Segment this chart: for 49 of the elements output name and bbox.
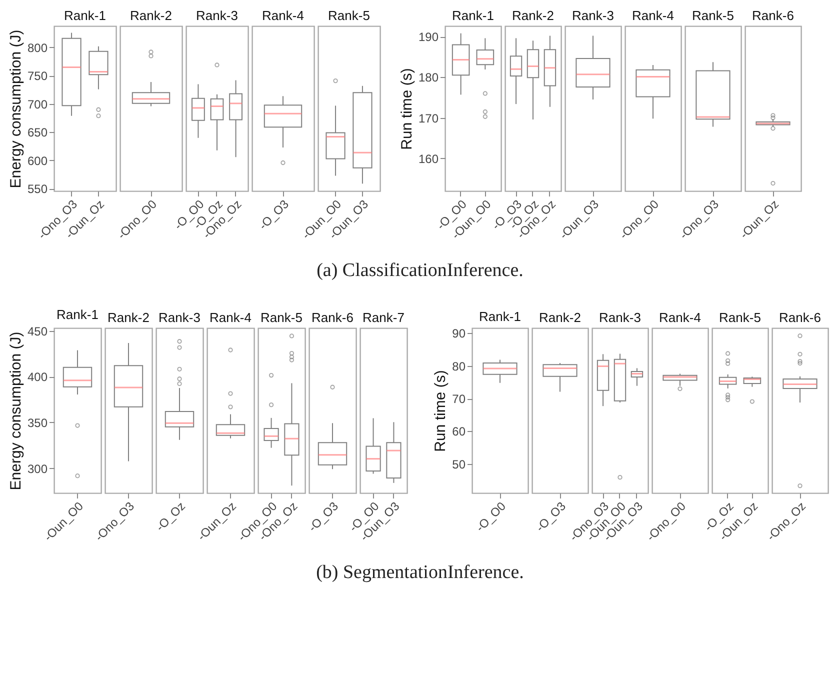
chart-title: Rank-3	[572, 8, 614, 23]
y-tick-label: 650	[27, 126, 48, 140]
y-axis-title: Run time (s)	[432, 370, 450, 452]
text: (a) ClassificationInference.	[316, 260, 524, 282]
y-tick-label: 600	[27, 154, 48, 168]
chart-title: Rank-4	[262, 8, 304, 23]
chart-title: Rank-5	[328, 8, 370, 23]
y-tick-label: 90	[452, 326, 466, 341]
chart-title: Rank-3	[158, 310, 200, 325]
y-tick-label: 350	[27, 416, 48, 430]
y-tick-label: 160	[418, 152, 439, 166]
y-tick-label: 50	[452, 457, 466, 472]
chart-title: Rank-1	[452, 8, 494, 23]
chart-title: Rank-4	[632, 8, 674, 23]
y-axis-title: Energy consumption (J)	[7, 332, 24, 490]
chart-title: Rank-6	[752, 8, 794, 23]
chart-title: Rank-3	[599, 310, 641, 325]
chart-title: Rank-2	[512, 8, 554, 23]
chart-title: Rank-7	[362, 310, 404, 325]
y-tick-label: 800	[27, 40, 48, 55]
chart-title: Rank-5	[260, 310, 302, 325]
chart-title: Rank-5	[692, 8, 734, 23]
y-tick-label: 450	[27, 324, 48, 338]
y-tick-label: 80	[452, 359, 466, 374]
y-tick-label: 170	[418, 111, 439, 126]
chart-title: Rank-6	[312, 310, 354, 325]
y-tick-label: 750	[27, 69, 48, 84]
y-axis-title: Energy consumption (J)	[7, 30, 24, 188]
chart-title: Rank-2	[108, 310, 150, 325]
y-tick-label: 400	[27, 370, 48, 384]
y-tick-label: 190	[418, 30, 439, 44]
text: (b) SegmentationInference.	[315, 562, 525, 584]
chart-title: Rank-4	[210, 310, 252, 325]
chart-title: Rank-4	[659, 310, 701, 325]
y-tick-label: 550	[27, 182, 48, 196]
y-tick-label: 70	[452, 392, 466, 406]
chart-title: Rank-1	[64, 8, 106, 23]
chart-title: Rank-1	[479, 309, 521, 324]
chart-title: Rank-2	[539, 310, 581, 325]
chart-title: Rank-1	[56, 306, 98, 322]
y-axis-title: Run time (s)	[398, 68, 416, 150]
chart-title: Rank-2	[130, 8, 172, 23]
y-tick-label: 700	[27, 97, 48, 112]
chart-title: Rank-6	[779, 310, 821, 325]
y-tick-label: 60	[452, 424, 466, 439]
y-tick-label: 300	[27, 462, 48, 476]
chart-title: Rank-5	[719, 310, 761, 325]
y-tick-label: 180	[418, 70, 439, 85]
chart-title: Rank-3	[196, 8, 238, 23]
